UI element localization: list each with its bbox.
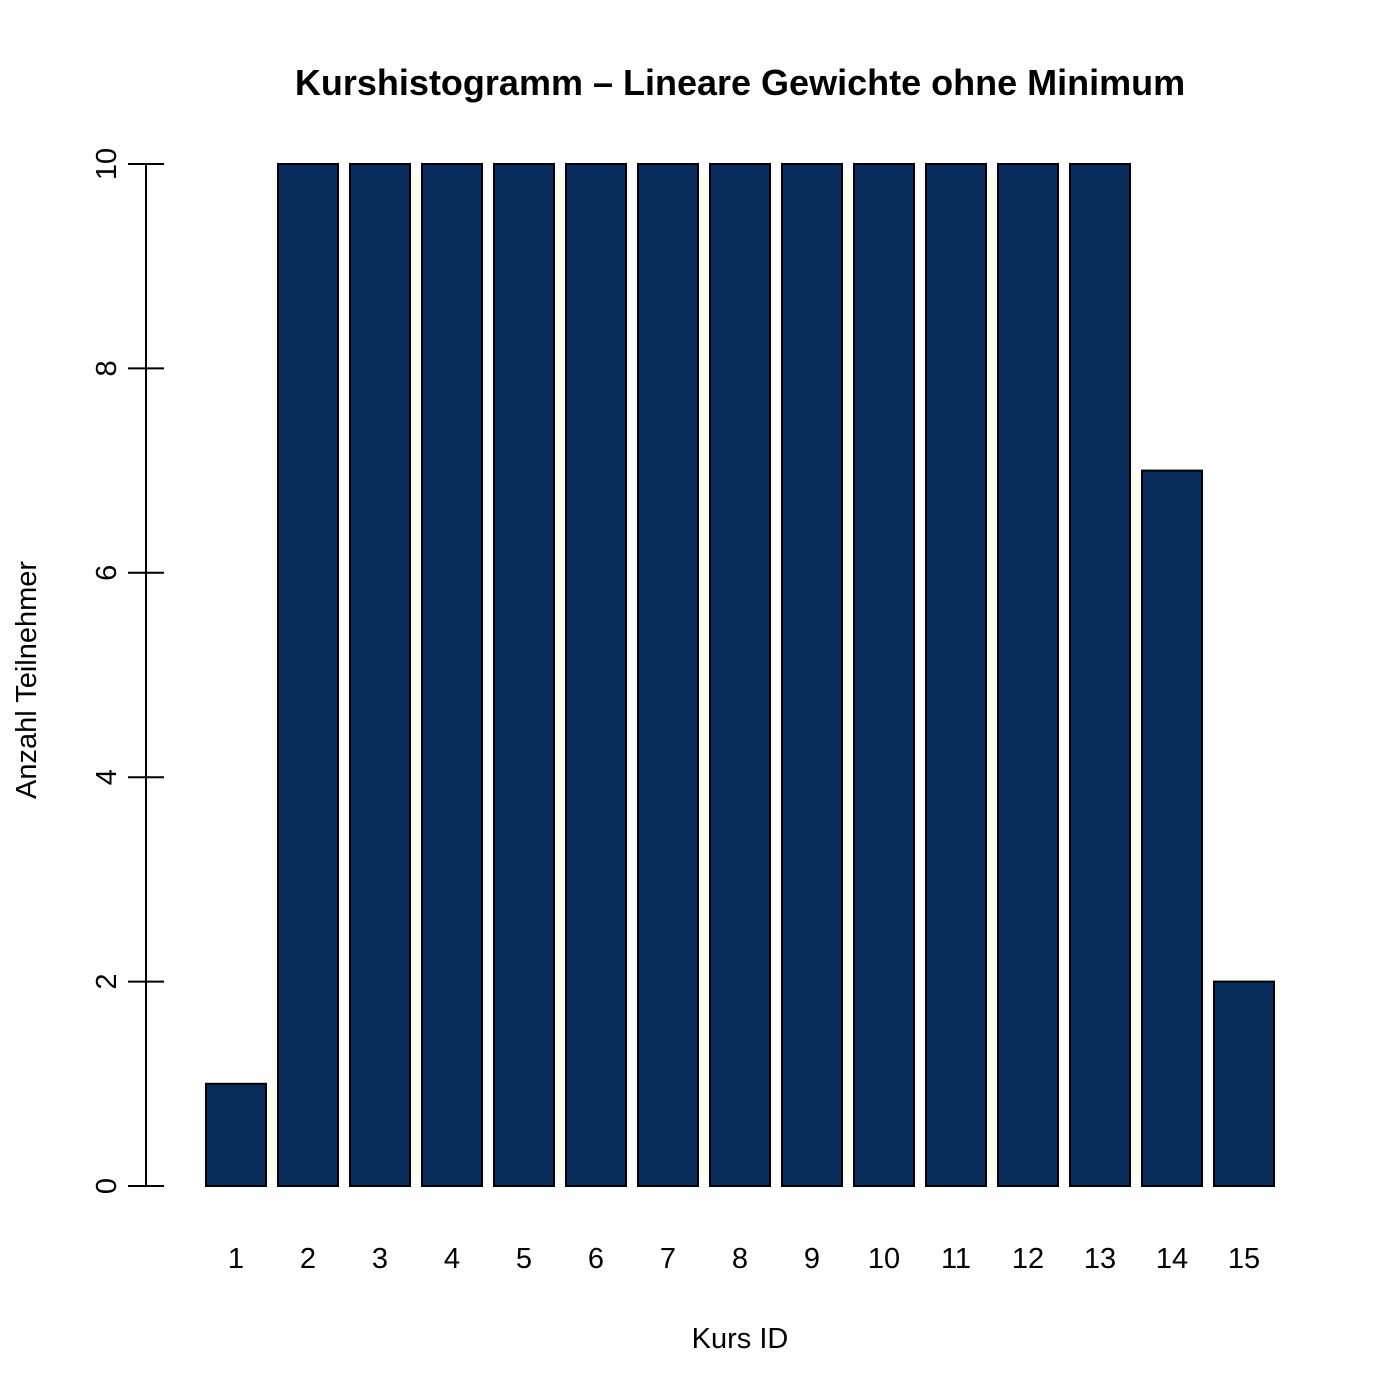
x-tick-label: 6 <box>588 1243 604 1275</box>
bar-2 <box>277 163 339 1187</box>
y-axis-label: Anzahl Teilnehmer <box>11 561 43 799</box>
x-tick-label: 4 <box>444 1243 460 1275</box>
x-tick-label: 13 <box>1084 1243 1116 1275</box>
x-tick-label: 8 <box>732 1243 748 1275</box>
y-tick-label: 4 <box>91 769 123 785</box>
x-tick-label: 10 <box>868 1243 900 1275</box>
y-tick-label: 0 <box>91 1178 123 1194</box>
bar-13 <box>1069 163 1131 1187</box>
bar-4 <box>421 163 483 1187</box>
bar-15 <box>1213 980 1275 1187</box>
x-tick-label: 2 <box>300 1243 316 1275</box>
bar-1 <box>205 1082 267 1188</box>
x-axis-label: Kurs ID <box>692 1323 789 1355</box>
x-tick-label: 15 <box>1228 1243 1260 1275</box>
chart-title: Kurshistogramm – Lineare Gewichte ohne M… <box>295 62 1185 103</box>
bar-10 <box>853 163 915 1187</box>
x-tick-labels: 1 2 3 4 5 6 7 8 9 10 11 12 13 14 15 <box>228 1243 1260 1275</box>
bars <box>205 163 1275 1188</box>
bar-3 <box>349 163 411 1187</box>
x-tick-label: 1 <box>228 1243 244 1275</box>
bar-11 <box>925 163 987 1187</box>
y-axis: 0 2 4 6 8 10 <box>91 148 164 1194</box>
x-tick-label: 14 <box>1156 1243 1188 1275</box>
x-tick-label: 12 <box>1012 1243 1044 1275</box>
x-tick-label: 9 <box>804 1243 820 1275</box>
x-tick-label: 7 <box>660 1243 676 1275</box>
bar-14 <box>1141 469 1203 1188</box>
x-tick-label: 11 <box>941 1243 971 1275</box>
y-tick-label: 10 <box>91 148 123 180</box>
bar-8 <box>709 163 771 1187</box>
bar-12 <box>997 163 1059 1187</box>
y-tick-label: 2 <box>91 974 123 990</box>
bar-7 <box>637 163 699 1187</box>
x-tick-label: 3 <box>372 1243 388 1275</box>
y-tick-label: 8 <box>91 360 123 376</box>
y-tick-label: 6 <box>91 565 123 581</box>
bar-5 <box>493 163 555 1187</box>
bar-6 <box>565 163 627 1187</box>
bar-9 <box>781 163 843 1187</box>
x-tick-label: 5 <box>516 1243 532 1275</box>
